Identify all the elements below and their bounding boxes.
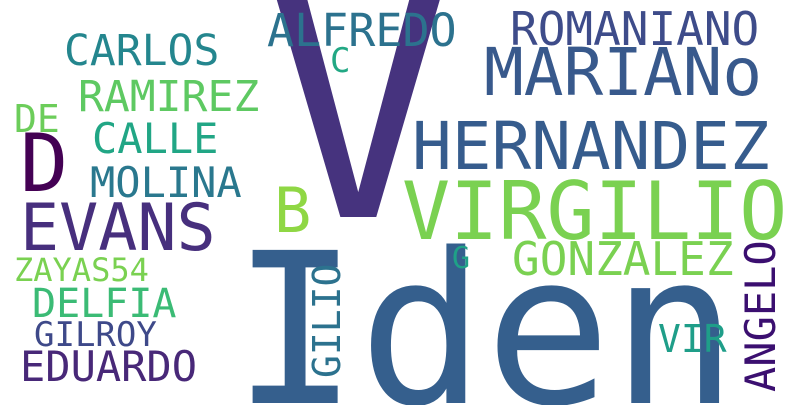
word-zayas54: ZAYAS54 bbox=[14, 251, 149, 289]
word-alfredo: ALFREDO bbox=[267, 4, 457, 57]
word-romaniano: ROMANIANO bbox=[510, 2, 760, 56]
word-gonzalez: GONZALEZ bbox=[512, 232, 734, 286]
word-vir: VIR bbox=[658, 317, 727, 361]
word-g: G bbox=[452, 241, 471, 276]
word-v: V bbox=[268, 0, 449, 288]
word-gilio: GILIO bbox=[305, 263, 349, 378]
word-calle: CALLE bbox=[92, 114, 219, 163]
word-molina: MOLINA bbox=[90, 158, 242, 207]
word-virgilio: VIRGILIO bbox=[402, 165, 788, 258]
word-delfia: DELFIA bbox=[32, 281, 177, 327]
word-gilroy: GILROY bbox=[34, 315, 157, 355]
word-hernandez: HERNANDEZ bbox=[412, 108, 770, 185]
word-carlos: CARLOS bbox=[64, 26, 220, 76]
word-b: B bbox=[274, 174, 312, 247]
word-c: C bbox=[330, 41, 351, 81]
word-de: DE bbox=[14, 97, 60, 141]
word-mariano: MARIANo bbox=[484, 34, 763, 111]
word-eduardo: EDUARDO bbox=[20, 342, 198, 391]
word-evans: EVANS bbox=[20, 191, 216, 266]
word-iden: Iden bbox=[232, 208, 738, 405]
word-d: D bbox=[20, 117, 69, 210]
word-angelo: ANGELO bbox=[736, 240, 785, 392]
word-ramirez: RAMIREZ bbox=[78, 72, 260, 122]
